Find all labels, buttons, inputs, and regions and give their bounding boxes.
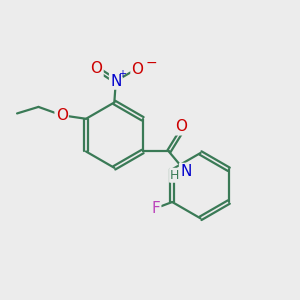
- Text: O: O: [175, 119, 187, 134]
- Text: O: O: [131, 62, 143, 77]
- Text: −: −: [146, 56, 157, 70]
- Text: F: F: [152, 201, 160, 216]
- Text: O: O: [91, 61, 103, 76]
- Text: N: N: [180, 164, 191, 179]
- Text: H: H: [170, 169, 179, 182]
- Text: N: N: [110, 74, 122, 88]
- Text: O: O: [56, 108, 68, 123]
- Text: +: +: [118, 69, 126, 79]
